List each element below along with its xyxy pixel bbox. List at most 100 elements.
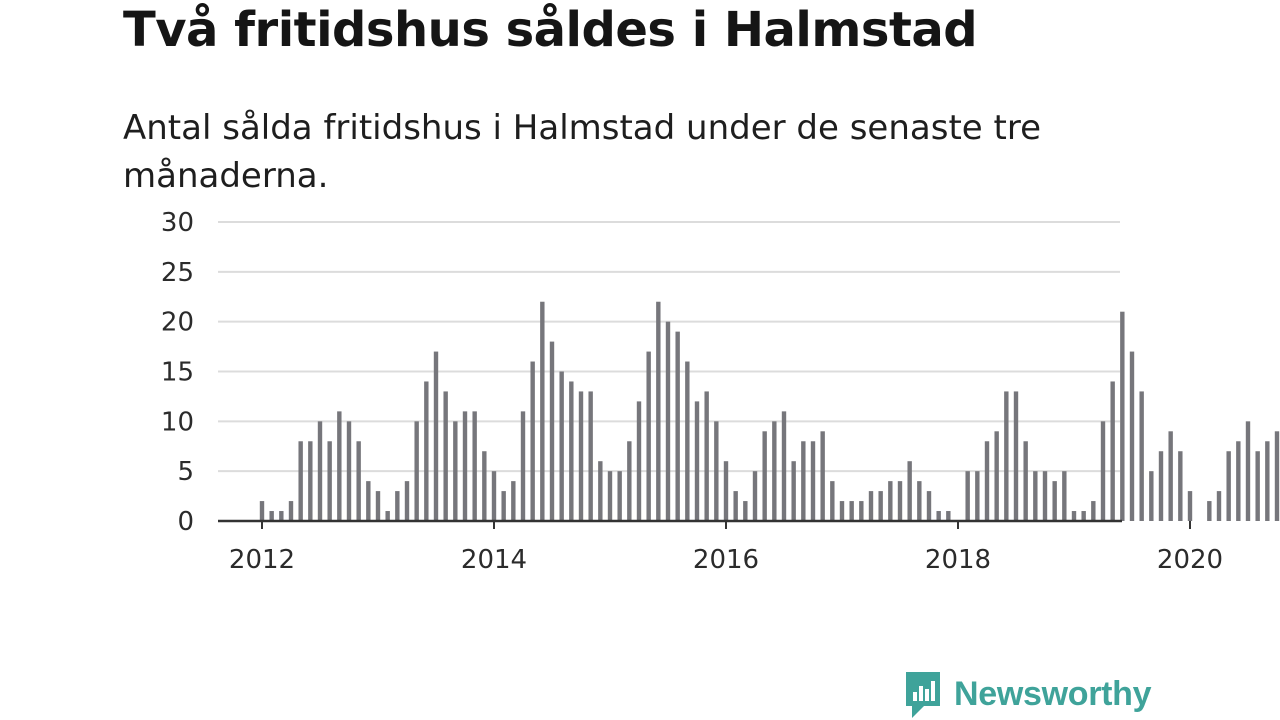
bar <box>279 511 284 521</box>
bar <box>946 511 951 521</box>
bar <box>259 501 265 521</box>
bar <box>1149 471 1154 521</box>
bar <box>308 441 313 521</box>
bar <box>994 431 999 521</box>
bar <box>317 421 323 521</box>
bar <box>636 401 642 521</box>
bar <box>414 421 419 521</box>
bar <box>491 471 497 521</box>
bar <box>820 431 825 521</box>
bar <box>694 401 700 521</box>
bar <box>337 411 342 521</box>
bar <box>482 451 487 521</box>
bar <box>714 421 719 521</box>
bar <box>501 491 506 521</box>
bar <box>975 471 980 521</box>
bar <box>1139 391 1144 521</box>
bar <box>559 371 564 521</box>
bar <box>617 471 622 521</box>
bar <box>1042 471 1048 521</box>
bar <box>433 351 439 521</box>
y-axis: 0 5 10 15 20 25 30 <box>161 208 194 537</box>
bar <box>762 431 767 521</box>
bar <box>1033 471 1038 521</box>
bar <box>375 491 381 521</box>
bar <box>1023 441 1028 521</box>
bar <box>1081 511 1086 521</box>
bar <box>327 441 332 521</box>
bar <box>897 481 903 521</box>
bar <box>443 391 448 521</box>
bar <box>656 301 661 521</box>
bar-series <box>259 301 1280 521</box>
x-tick-label: 2016 <box>693 545 759 575</box>
bar <box>868 491 874 521</box>
bar <box>907 461 912 521</box>
bar <box>1120 311 1125 521</box>
x-axis: 20122014201620182020202220242026 <box>218 519 1223 575</box>
y-tick-label: 5 <box>177 457 194 487</box>
bar <box>984 441 990 521</box>
bar <box>917 481 922 521</box>
y-tick-label: 15 <box>161 358 194 388</box>
bar <box>578 391 584 521</box>
bar <box>288 501 294 521</box>
bar <box>269 511 274 521</box>
bar <box>395 491 400 521</box>
bar <box>520 411 526 521</box>
bar <box>926 491 932 521</box>
bar <box>588 391 593 521</box>
bar <box>965 471 970 521</box>
bar <box>366 481 371 521</box>
chart-title: Två fritidshus såldes i Halmstad <box>123 2 978 58</box>
grid-lines <box>218 221 1120 473</box>
bar <box>723 461 729 521</box>
bar <box>356 441 361 521</box>
bar <box>404 481 410 521</box>
bar <box>298 441 303 521</box>
y-tick-label: 20 <box>161 308 194 338</box>
bar <box>752 471 758 521</box>
bar <box>704 391 709 521</box>
bar <box>665 321 671 521</box>
bar <box>878 491 883 521</box>
bar <box>1052 481 1057 521</box>
bar <box>453 421 458 521</box>
y-tick-label: 0 <box>177 507 194 537</box>
bar <box>859 501 864 521</box>
chart-subtitle: Antal sålda fritidshus i Halmstad under … <box>123 108 1041 196</box>
bar <box>1216 491 1222 521</box>
bar <box>810 441 816 521</box>
bar <box>1265 441 1270 521</box>
bar <box>801 441 806 521</box>
bar <box>1004 391 1009 521</box>
bar <box>1187 491 1193 521</box>
bar <box>1100 421 1106 521</box>
bar <box>1245 421 1251 521</box>
bar <box>569 381 574 521</box>
bar <box>936 511 941 521</box>
bar <box>472 411 477 521</box>
bar <box>424 381 429 521</box>
bar <box>1168 431 1173 521</box>
bar <box>791 461 796 521</box>
newsworthy-logo: Newsworthy <box>902 668 1152 720</box>
newsworthy-logo-icon <box>906 672 940 718</box>
bar <box>685 361 690 521</box>
bar <box>1062 471 1067 521</box>
bar <box>675 331 680 521</box>
bar <box>1226 451 1231 521</box>
bar <box>346 421 352 521</box>
y-tick-label: 10 <box>161 407 194 437</box>
bar <box>1071 511 1077 521</box>
bar <box>1129 351 1135 521</box>
bar <box>462 411 468 521</box>
bar <box>839 501 845 521</box>
bar <box>549 341 555 521</box>
y-tick-label: 30 <box>161 208 194 238</box>
bar <box>530 361 535 521</box>
bar <box>1110 381 1115 521</box>
bar <box>385 511 390 521</box>
bar <box>743 501 748 521</box>
